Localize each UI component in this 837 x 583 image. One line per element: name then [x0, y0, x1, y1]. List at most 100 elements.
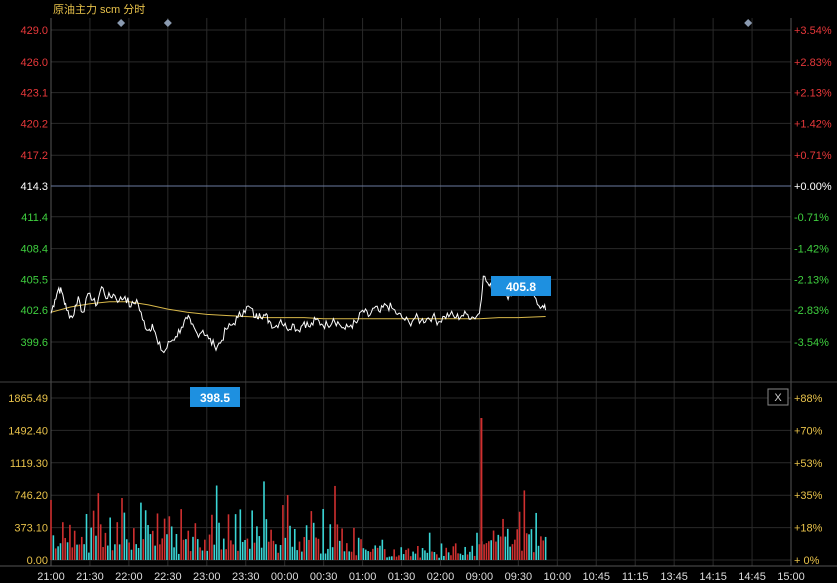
- volume-bar: [85, 513, 88, 560]
- percent-tick-label: -1.42%: [794, 244, 829, 256]
- volume-bar: [386, 557, 388, 560]
- volume-bar: [263, 481, 265, 560]
- price-tick-label: 411.4: [21, 212, 48, 224]
- volume-bar: [180, 509, 182, 560]
- volume-bar: [317, 538, 320, 560]
- volume-bar: [438, 557, 440, 560]
- chart-title: 原油主力 scm 分时: [53, 2, 145, 16]
- volume-bar: [234, 514, 237, 560]
- volume-bar: [435, 554, 438, 560]
- volume-bar: [135, 544, 137, 560]
- volume-bar: [78, 544, 81, 560]
- volume-bar: [182, 539, 185, 560]
- volume-bar: [279, 545, 282, 560]
- volume-bar: [308, 539, 310, 560]
- volume-bar: [275, 544, 277, 560]
- volume-bar: [400, 547, 403, 560]
- volume-bar: [490, 540, 492, 560]
- volume-percent-axis: +88% +70% +53% +35% +18% + 0%: [794, 393, 823, 567]
- volume-bar: [532, 552, 535, 560]
- volume-bar: [336, 524, 339, 560]
- event-markers: [117, 19, 753, 27]
- volume-bar: [521, 550, 523, 560]
- volume-bar: [161, 538, 164, 560]
- volume-bar: [296, 550, 298, 560]
- volume-bar: [504, 536, 507, 560]
- volume-bar: [433, 552, 436, 560]
- volume-bar: [199, 547, 201, 560]
- volume-bar: [518, 511, 521, 560]
- volume-bar: [414, 553, 417, 560]
- volume-bar: [220, 549, 223, 560]
- volume-bar: [471, 545, 474, 560]
- volume-bar: [149, 534, 152, 560]
- time-tick-label: 10:00: [544, 571, 572, 583]
- volume-bar: [417, 546, 419, 560]
- volume-bar: [206, 550, 208, 560]
- volume-bar: [360, 539, 362, 560]
- volume-bar: [499, 536, 502, 560]
- volume-bar: [506, 528, 509, 560]
- volume-bar: [348, 551, 350, 560]
- volume-bar: [239, 509, 242, 560]
- volume-bar: [232, 544, 235, 560]
- close-icon[interactable]: X: [774, 392, 782, 404]
- volume-bar: [215, 485, 218, 560]
- volume-axis: 1865.49 1492.40 1119.30 746.20 373.10 0.00: [8, 393, 48, 567]
- volume-bar: [476, 532, 478, 560]
- price-tick-label: 423.1: [20, 88, 48, 100]
- volume-bar: [106, 545, 109, 560]
- volume-bar: [362, 548, 365, 560]
- volume-bar: [52, 535, 55, 560]
- volume-bar: [192, 536, 194, 560]
- chart-grid: [0, 18, 837, 567]
- volume-bar: [329, 524, 332, 560]
- volume-bar: [291, 546, 294, 560]
- price-tick-label: 399.6: [20, 337, 48, 349]
- volume-bar: [59, 543, 62, 560]
- volume-bar: [111, 550, 114, 560]
- volume-bar: [282, 505, 284, 560]
- volume-bar: [244, 539, 246, 560]
- volume-bar: [350, 551, 353, 560]
- volume-bar: [421, 548, 424, 560]
- volume-bar: [142, 539, 145, 560]
- time-tick-label: 22:30: [154, 571, 182, 583]
- volume-bar: [540, 536, 542, 560]
- volume-percent-tick-label: +88%: [794, 393, 823, 405]
- close-button[interactable]: X: [767, 388, 789, 406]
- volume-bar: [163, 518, 166, 560]
- volume-bar: [303, 537, 306, 560]
- volume-bar: [450, 555, 452, 560]
- volume-bar: [116, 522, 119, 560]
- volume-bar: [374, 545, 377, 560]
- time-tick-label: 14:45: [738, 571, 766, 583]
- time-tick-label: 01:30: [388, 571, 416, 583]
- time-tick-label: 10:45: [582, 571, 610, 583]
- volume-tick-label: 1119.30: [10, 458, 48, 470]
- volume-bar: [443, 555, 445, 560]
- percent-tick-label: +1.42%: [794, 118, 832, 130]
- volume-bar: [535, 512, 537, 560]
- volume-bar: [88, 552, 90, 560]
- volume-bar: [201, 550, 204, 560]
- volume-bar: [497, 534, 500, 560]
- volume-bar: [133, 528, 135, 560]
- volume-bar: [69, 524, 71, 560]
- volume-bar: [125, 539, 128, 560]
- time-tick-label: 23:30: [232, 571, 260, 583]
- volume-bar: [173, 547, 175, 560]
- volume-bar: [267, 541, 270, 560]
- time-tick-label: 22:00: [115, 571, 143, 583]
- volume-bar: [156, 513, 159, 560]
- volume-bar: [488, 541, 490, 560]
- volume-bar: [367, 551, 369, 560]
- volume-bar: [213, 544, 216, 560]
- volume-bar: [485, 543, 488, 560]
- time-tick-label: 11:15: [622, 571, 649, 583]
- volume-bar: [121, 498, 123, 560]
- volume-bar: [270, 529, 272, 560]
- volume-bar: [334, 485, 336, 560]
- price-axis: 429.0 426.0 423.1 420.2 417.2 414.3 411.4 408.4…: [20, 25, 48, 349]
- volume-percent-tick-label: +18%: [794, 523, 823, 535]
